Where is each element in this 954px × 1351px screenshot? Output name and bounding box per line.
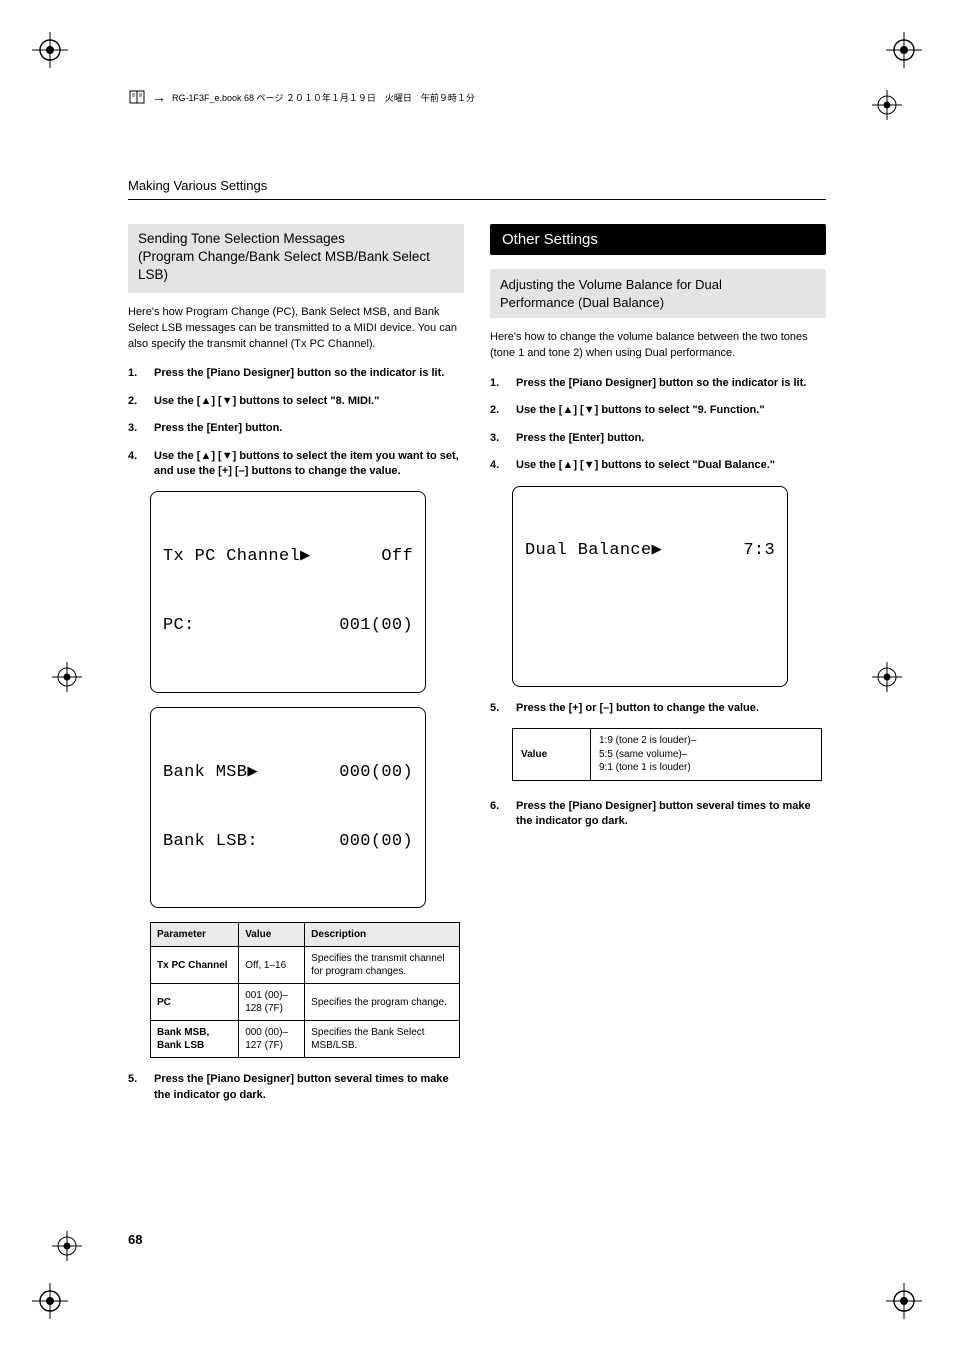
param-th-2: Value — [239, 923, 305, 947]
crop-mark-tl — [32, 32, 68, 68]
right-step-5-list: 5.Press the [+] or [–] button to change … — [490, 701, 826, 716]
left-step-3: 3.Press the [Enter] button. — [128, 421, 464, 436]
table-row: Tx PC Channel Off, 1–16 Specifies the tr… — [151, 947, 460, 984]
lcd-bank: Bank MSB▶000(00) Bank LSB:000(00) — [150, 707, 426, 909]
left-subhead: Sending Tone Selection Messages (Program… — [128, 224, 464, 293]
crop-mark-tr — [886, 32, 922, 68]
lcd-dual-balance: Dual Balance▶7:3 — [512, 486, 788, 688]
table-row: PC 001 (00)–128 (7F) Specifies the progr… — [151, 984, 460, 1021]
right-step-3: 3.Press the [Enter] button. — [490, 431, 826, 446]
right-step-6-list: 6.Press the [Piano Designer] button seve… — [490, 799, 826, 830]
left-step-5-list: 5.Press the [Piano Designer] button seve… — [128, 1072, 464, 1103]
other-settings-head: Other Settings — [490, 224, 826, 255]
book-icon — [128, 88, 146, 106]
left-subhead-l2: (Program Change/Bank Select MSB/Bank Sel… — [138, 248, 454, 284]
param-th-1: Parameter — [151, 923, 239, 947]
arrow-right-icon: → — [152, 89, 166, 105]
crop-mark-bl — [32, 1283, 68, 1319]
header-filename: RG-1F3F_e.book 68 ページ ２０１０年１月１９日 火曜日 午前９… — [172, 91, 475, 104]
left-step-2: 2.Use the [▲] [▼] buttons to select "8. … — [128, 394, 464, 409]
right-subhead-l2: Performance (Dual Balance) — [500, 294, 816, 312]
value-range: 1:9 (tone 2 is louder)– 5:5 (same volume… — [591, 729, 822, 781]
right-subhead-l1: Adjusting the Volume Balance for Dual — [500, 276, 816, 294]
right-subhead: Adjusting the Volume Balance for Dual Pe… — [490, 269, 826, 318]
right-step-4: 4.Use the [▲] [▼] buttons to select "Dua… — [490, 458, 826, 473]
left-step-1: 1.Press the [Piano Designer] button so t… — [128, 366, 464, 381]
reg-mark-top — [870, 88, 904, 122]
parameter-table: Parameter Value Description Tx PC Channe… — [150, 922, 460, 1058]
value-label: Value — [513, 729, 591, 781]
left-subhead-l1: Sending Tone Selection Messages — [138, 230, 454, 248]
left-column: Sending Tone Selection Messages (Program… — [128, 224, 464, 1115]
crop-mark-br — [886, 1283, 922, 1319]
reg-mark-bottom — [50, 1229, 84, 1263]
right-column: Other Settings Adjusting the Volume Bala… — [490, 224, 826, 1115]
table-row: Value 1:9 (tone 2 is louder)– 5:5 (same … — [513, 729, 822, 781]
left-intro: Here's how Program Change (PC), Bank Sel… — [128, 305, 464, 353]
param-th-3: Description — [305, 923, 460, 947]
right-step-2: 2.Use the [▲] [▼] buttons to select "9. … — [490, 403, 826, 418]
right-intro: Here's how to change the volume balance … — [490, 330, 826, 362]
running-head: Making Various Settings — [128, 178, 826, 193]
page-number: 68 — [128, 1232, 142, 1247]
value-table: Value 1:9 (tone 2 is louder)– 5:5 (same … — [512, 728, 822, 781]
right-step-5: 5.Press the [+] or [–] button to change … — [490, 701, 826, 716]
right-steps: 1.Press the [Piano Designer] button so t… — [490, 376, 826, 474]
framemaker-header: → RG-1F3F_e.book 68 ページ ２０１０年１月１９日 火曜日 午… — [128, 88, 826, 106]
reg-mark-right — [870, 660, 904, 694]
left-step-4: 4.Use the [▲] [▼] buttons to select the … — [128, 449, 464, 480]
left-step-5: 5.Press the [Piano Designer] button seve… — [128, 1072, 464, 1103]
lcd-txpc: Tx PC Channel▶Off PC:001(00) — [150, 491, 426, 693]
right-step-6: 6.Press the [Piano Designer] button seve… — [490, 799, 826, 830]
reg-mark-left — [50, 660, 84, 694]
table-row: Bank MSB, Bank LSB 000 (00)–127 (7F) Spe… — [151, 1021, 460, 1058]
left-steps: 1.Press the [Piano Designer] button so t… — [128, 366, 464, 479]
right-step-1: 1.Press the [Piano Designer] button so t… — [490, 376, 826, 391]
page-content: → RG-1F3F_e.book 68 ページ ２０１０年１月１９日 火曜日 午… — [128, 88, 826, 1115]
running-rule — [128, 199, 826, 200]
